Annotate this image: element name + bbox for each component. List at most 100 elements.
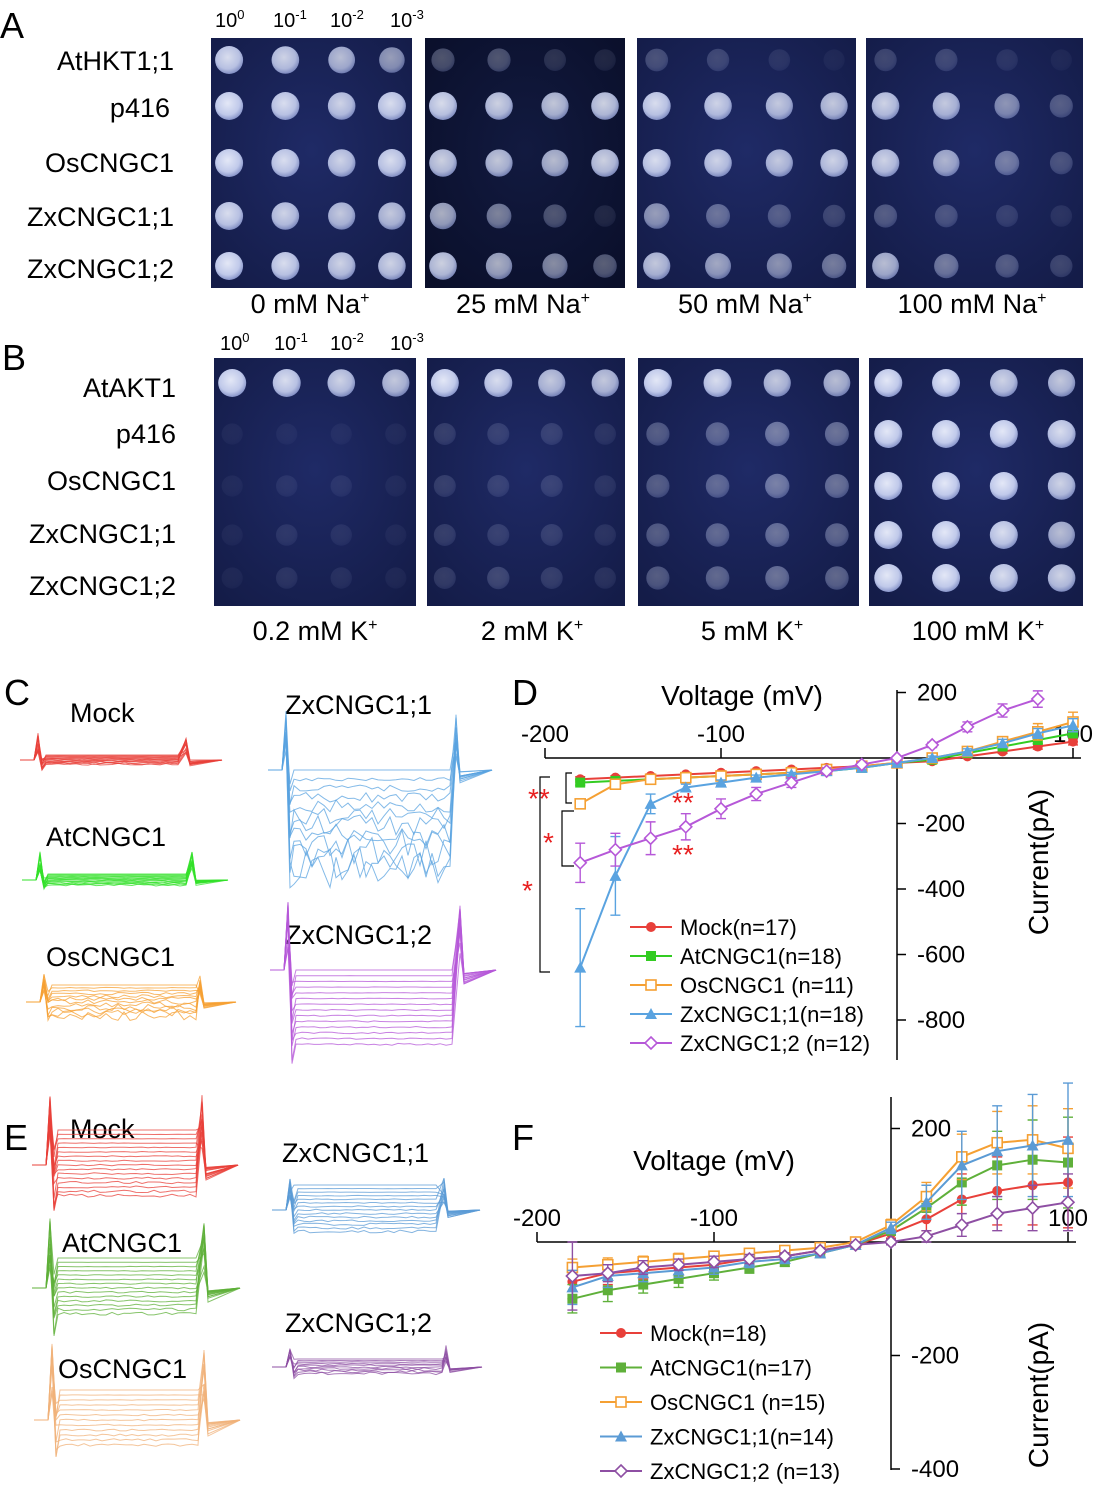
current-trace (270, 906, 497, 1064)
yeast-spot (704, 92, 732, 120)
current-trace (20, 738, 223, 766)
y-axis-label: Current(pA) (1023, 789, 1054, 935)
current-trace (32, 1097, 239, 1176)
yeast-spot (538, 369, 566, 397)
yeast-spot (377, 149, 406, 177)
current-trace (268, 735, 493, 880)
data-point (679, 781, 692, 793)
legend-item: ZxCNGC1;2 (n=12) (630, 1031, 870, 1056)
trace-group (34, 1343, 241, 1457)
yeast-spot (642, 149, 671, 177)
yeast-spot (485, 252, 513, 280)
yeast-spot (486, 203, 512, 229)
yeast-spot (934, 204, 958, 228)
yeast-spot (932, 564, 961, 592)
current-trace (272, 1350, 483, 1373)
yeast-spot (543, 204, 567, 228)
current-trace (268, 714, 493, 792)
strain-labels: AtHKT1;1 p416 OsCNGC1 ZxCNGC1;1 ZxCNGC1;… (27, 46, 174, 284)
current-trace (272, 1184, 481, 1215)
yeast-spot (591, 92, 619, 120)
current-trace (272, 1350, 483, 1374)
data-point (848, 1237, 863, 1252)
data-point (813, 1243, 828, 1258)
yeast-spot (934, 253, 959, 279)
yeast-spot (765, 149, 793, 177)
current-trace (34, 1383, 241, 1435)
current-trace (272, 1194, 481, 1222)
current-trace (26, 984, 237, 1018)
current-trace (270, 904, 497, 1013)
yeast-spot (221, 475, 243, 497)
data-point (742, 1251, 757, 1267)
plate-condition-labels: 0 mM Na+ 25 mM Na+ 50 mM Na+ 100 mM Na+ (251, 289, 1047, 319)
yeast-spot (705, 566, 730, 590)
current-trace (32, 1113, 239, 1199)
data-point (646, 922, 656, 932)
y-axis-label: Current(pA) (1023, 1322, 1054, 1468)
current-trace (34, 1352, 241, 1427)
trace-label: ZxCNGC1;1 (282, 1138, 429, 1168)
yeast-spot (271, 149, 300, 177)
data-point (574, 798, 587, 810)
plate-condition-labels: 0.2 mM K+ 2 mM K+ 5 mM K+ 100 mM K+ (253, 616, 1045, 646)
yeast-spot (487, 566, 510, 590)
data-point (819, 763, 834, 779)
yeast-spot (433, 567, 456, 589)
data-point (1030, 691, 1045, 707)
current-trace (270, 919, 497, 985)
dilution-label: 100 (215, 7, 244, 32)
yeast-spot (385, 567, 407, 589)
y-tick-label: -200 (917, 811, 965, 838)
trace-group (20, 733, 223, 772)
data-point (854, 757, 869, 772)
current-trace (32, 1242, 241, 1337)
y-tick-label: 200 (917, 680, 957, 707)
yeast-spot (431, 48, 455, 72)
data-point (678, 819, 693, 834)
strain-label: AtHKT1;1 (57, 46, 174, 76)
data-point (749, 786, 764, 802)
legend-label: OsCNGC1 (n=15) (650, 1390, 825, 1415)
yeast-spot (433, 423, 456, 445)
data-point (960, 719, 975, 735)
data-point (1067, 719, 1079, 731)
yeast-spot (327, 149, 356, 177)
yeast-spot (990, 369, 1018, 397)
yeast-spot (594, 49, 616, 71)
panel-label-f: F (512, 1117, 534, 1158)
yeast-spot (873, 204, 898, 228)
yeast-spot (874, 564, 903, 592)
yeast-spot (825, 523, 849, 547)
significance-mark: * (522, 875, 533, 906)
yeast-spot (1047, 472, 1076, 500)
current-trace (32, 1243, 241, 1296)
current-trace (26, 979, 237, 1005)
plate-background (638, 358, 859, 606)
trace-label: AtCNGC1 (62, 1228, 182, 1258)
yeast-spot (994, 150, 1020, 176)
legend-label: AtCNGC1(n=18) (680, 944, 842, 969)
yeast-spot (643, 369, 672, 397)
x-tick-label: -100 (690, 1205, 738, 1232)
legend-label: ZxCNGC1;1(n=18) (680, 1002, 864, 1027)
yeast-spot (271, 46, 300, 74)
plate-background (866, 38, 1083, 288)
yeast-spot (643, 252, 671, 280)
plate-background (637, 38, 856, 288)
agar-plate (637, 38, 856, 288)
yeast-spot (645, 48, 669, 72)
yeast-spot (1050, 49, 1072, 71)
yeast-spot (272, 369, 301, 397)
current-trace (26, 986, 237, 1005)
yeast-spot (591, 369, 619, 397)
yeast-spot (215, 46, 244, 74)
yeast-spot (487, 48, 511, 72)
current-trace (268, 727, 493, 813)
current-trace (272, 1354, 483, 1371)
current-trace (32, 1119, 239, 1211)
plate-label: 25 mM Na+ (456, 289, 590, 319)
data-point (883, 1234, 899, 1250)
panel-e-current-traces: Mock AtCNGC1 OsCNGC1 ZxCNGC1;1 ZxCNGC1;2 (32, 1095, 483, 1457)
dilution-label: 10-2 (330, 7, 364, 32)
